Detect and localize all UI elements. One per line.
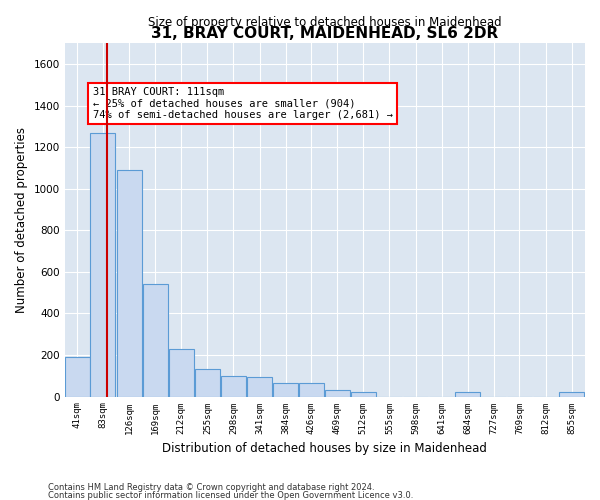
Bar xyxy=(195,368,220,396)
Bar xyxy=(169,349,194,397)
Bar xyxy=(91,132,115,396)
Bar xyxy=(299,383,323,396)
Bar xyxy=(65,357,90,397)
Title: 31, BRAY COURT, MAIDENHEAD, SL6 2DR: 31, BRAY COURT, MAIDENHEAD, SL6 2DR xyxy=(151,26,499,41)
Bar xyxy=(247,377,272,396)
Bar xyxy=(351,392,376,396)
Bar xyxy=(273,383,298,396)
Bar xyxy=(559,392,584,396)
Bar xyxy=(116,170,142,396)
Bar xyxy=(325,390,350,396)
Bar xyxy=(455,392,481,396)
Text: Contains HM Land Registry data © Crown copyright and database right 2024.: Contains HM Land Registry data © Crown c… xyxy=(48,483,374,492)
Bar xyxy=(221,376,246,396)
Y-axis label: Number of detached properties: Number of detached properties xyxy=(15,127,28,313)
X-axis label: Distribution of detached houses by size in Maidenhead: Distribution of detached houses by size … xyxy=(163,442,487,455)
Text: Size of property relative to detached houses in Maidenhead: Size of property relative to detached ho… xyxy=(148,16,502,30)
Bar xyxy=(143,284,167,397)
Text: Contains public sector information licensed under the Open Government Licence v3: Contains public sector information licen… xyxy=(48,490,413,500)
Text: 31 BRAY COURT: 111sqm
← 25% of detached houses are smaller (904)
74% of semi-det: 31 BRAY COURT: 111sqm ← 25% of detached … xyxy=(92,87,392,120)
